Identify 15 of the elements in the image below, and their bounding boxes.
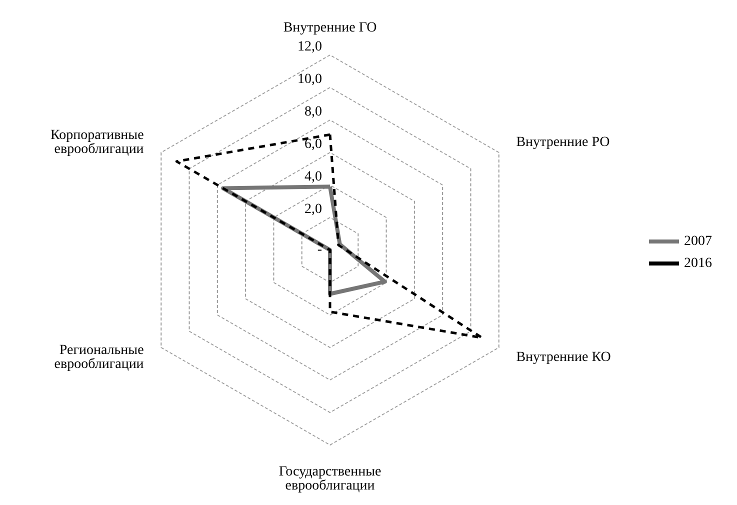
y-tick-label: 8,0 <box>304 104 322 120</box>
y-tick-label: 12,0 <box>298 40 322 54</box>
y-tick-label: 6,0 <box>304 137 322 152</box>
spoke-label: Региональные еврооблигации <box>54 343 144 372</box>
spoke-label: Внутренние КО <box>516 350 611 365</box>
legend-label: 2007 <box>684 234 712 249</box>
spoke-label: Внутренние РО <box>516 135 610 150</box>
spoke-label: Государственные еврооблигации <box>278 464 382 494</box>
y-tick-label: - <box>317 242 322 258</box>
y-tick-label: 10,0 <box>298 72 322 87</box>
y-tick-label: 2,0 <box>304 202 322 217</box>
y-tick-label: 4,0 <box>304 170 322 184</box>
spoke-label: Внутренние ГО <box>283 20 377 36</box>
legend-label: 2016 <box>684 256 712 271</box>
spoke-label: Корпоративные еврооблигации <box>50 128 144 157</box>
